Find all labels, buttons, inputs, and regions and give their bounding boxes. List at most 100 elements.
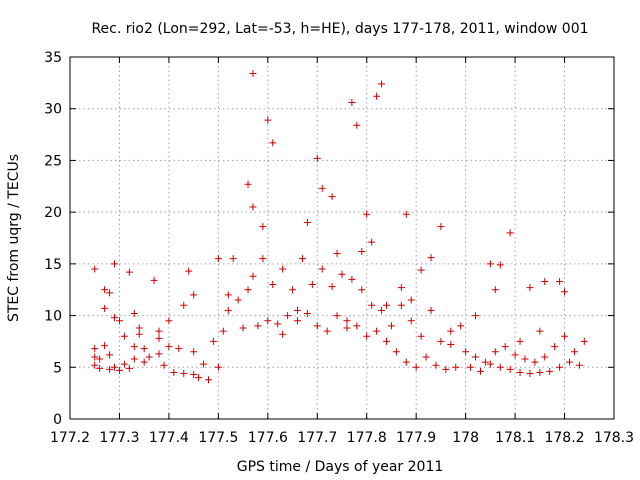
data-point [348,275,356,283]
data-point [556,363,564,371]
data-point [214,255,222,263]
data-point [452,363,460,371]
data-point [170,368,178,376]
data-point [476,367,484,375]
data-point [536,327,544,335]
data-point [269,281,277,289]
data-point [214,363,222,371]
data-point [165,317,173,325]
data-point [575,361,583,369]
data-point [481,358,489,366]
data-point [150,276,158,284]
data-point [402,358,410,366]
x-tick-label: 177.3 [99,430,139,446]
data-point [140,345,148,353]
data-point [96,364,104,372]
data-point [140,358,148,366]
data-point [516,368,524,376]
data-point [106,365,114,373]
data-point [526,369,534,377]
data-point [348,99,356,107]
data-point [106,351,114,359]
data-point [397,284,405,292]
data-points [91,70,588,384]
data-point [328,283,336,291]
data-point [190,348,198,356]
data-point [491,348,499,356]
data-point [254,322,262,330]
data-point [343,317,351,325]
data-point [516,337,524,345]
data-point [101,286,109,294]
data-point [155,350,163,358]
data-point [373,327,381,335]
data-point [417,332,425,340]
data-point [561,332,569,340]
x-tick-label: 177.5 [198,430,238,446]
data-point [155,334,163,342]
data-point [135,330,143,338]
data-point [368,238,376,246]
data-point [91,353,99,361]
data-point [180,369,188,377]
data-point [437,337,445,345]
data-point [204,376,212,384]
data-point [580,337,588,345]
axis-ticks [69,56,615,420]
data-point [383,301,391,309]
data-point [397,301,405,309]
y-tick-label: 5 [53,360,62,376]
data-point [160,361,168,369]
x-tick-labels: 177.2 177.3 177.4 177.5 177.6 177.7 177.8 177.9… [50,430,634,446]
data-point [293,306,301,314]
data-point [111,363,119,371]
data-point [318,265,326,273]
data-point [333,250,341,258]
data-point [229,255,237,263]
data-point [373,92,381,100]
data-point [486,360,494,368]
data-point [531,358,539,366]
data-point [125,364,133,372]
data-point [561,288,569,296]
data-point [313,154,321,162]
data-point [318,184,326,192]
data-point [130,343,138,351]
data-point [120,360,128,368]
data-point [224,291,232,299]
data-point [427,254,435,262]
data-point [457,322,465,330]
data-point [447,341,455,349]
data-point [437,223,445,231]
data-point [358,286,366,294]
data-point [190,291,198,299]
data-point [101,342,109,350]
data-point [289,286,297,294]
x-tick-label: 177.2 [50,430,90,446]
data-point [556,277,564,285]
data-point [91,345,99,353]
data-point [249,70,257,78]
data-point [447,327,455,335]
data-point [111,260,119,268]
data-point [115,366,123,374]
data-point [392,348,400,356]
data-point [190,371,198,379]
data-point [472,353,480,361]
data-point [501,343,509,351]
grid-lines [70,57,614,419]
y-tick-label: 25 [44,153,62,169]
data-point [521,355,529,363]
data-point [185,267,193,275]
data-point [541,277,549,285]
data-point [496,261,504,269]
y-tick-label: 35 [44,50,62,66]
data-point [442,365,450,373]
data-point [249,203,257,211]
data-point [259,255,267,263]
data-point [511,351,519,359]
x-tick-label: 178.1 [495,430,535,446]
data-point [234,296,242,304]
data-point [491,286,499,294]
